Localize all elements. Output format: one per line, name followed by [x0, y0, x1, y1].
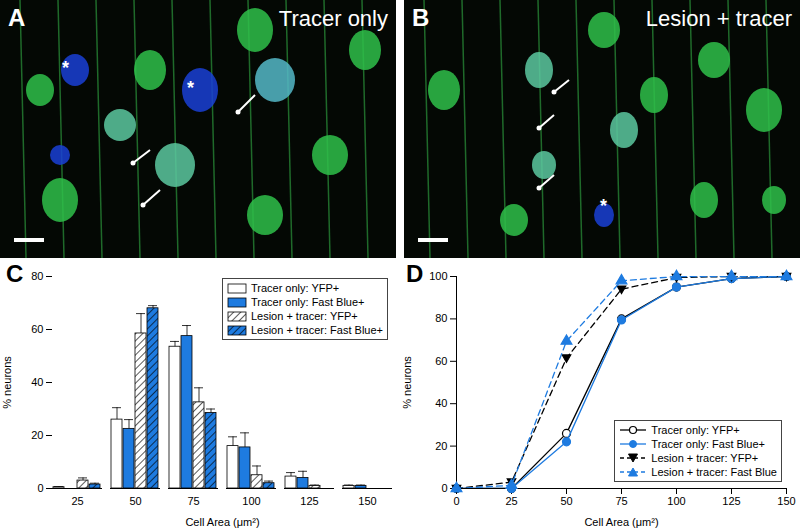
svg-text:80: 80 [435, 312, 447, 324]
svg-text:0: 0 [453, 495, 459, 507]
svg-text:100: 100 [429, 270, 447, 282]
svg-text:% neurons: % neurons [401, 356, 413, 409]
svg-text:40: 40 [31, 376, 43, 388]
svg-text:100: 100 [242, 495, 260, 507]
svg-text:100: 100 [667, 495, 685, 507]
html-text:D: D [406, 260, 424, 287]
svg-text:50: 50 [129, 495, 141, 507]
svg-text:40: 40 [435, 397, 447, 409]
svg-text:75: 75 [187, 495, 199, 507]
html-text:Tracer only: YFP+: Tracer only: YFP+ [250, 282, 340, 294]
svg-text:60: 60 [435, 355, 447, 367]
svg-text:Cell Area (μm²): Cell Area (μm²) [185, 516, 259, 528]
html-text:Lesion + tracer: YFP+: Lesion + tracer: YFP+ [651, 452, 759, 464]
svg-text:0: 0 [441, 482, 447, 494]
svg-text:% neurons: % neurons [1, 356, 13, 409]
svg-text:20: 20 [435, 440, 447, 452]
html-text:Lesion + tracer: Fast Blue: Lesion + tracer: Fast Blue [651, 466, 777, 478]
html-text:Lesion + tracer: YFP+: Lesion + tracer: YFP+ [250, 310, 358, 322]
svg-text:60: 60 [31, 323, 43, 335]
html-text:Tracer only: YFP+: Tracer only: YFP+ [651, 424, 740, 436]
html-text:A: A [8, 4, 26, 31]
svg-text:20: 20 [31, 429, 43, 441]
html-text:Lesion + tracer: Fast Blue+: Lesion + tracer: Fast Blue+ [250, 324, 383, 336]
svg-text:0: 0 [37, 482, 43, 494]
svg-text:80: 80 [31, 270, 43, 282]
html-text:Tracer only: Fast Blue+: Tracer only: Fast Blue+ [651, 438, 765, 450]
html-text:C: C [6, 260, 24, 287]
svg-text:50: 50 [560, 495, 572, 507]
svg-text:125: 125 [722, 495, 740, 507]
html-text:B: B [412, 4, 430, 31]
svg-text:25: 25 [71, 495, 83, 507]
svg-text:125: 125 [300, 495, 318, 507]
svg-text:25: 25 [505, 495, 517, 507]
html-text:Lesion + tracer: Lesion + tracer [645, 6, 792, 31]
svg-text:150: 150 [358, 495, 376, 507]
svg-text:Cell Area (μm²): Cell Area (μm²) [584, 516, 658, 528]
html-text:Tracer only: Tracer only [278, 6, 388, 31]
html-text:Tracer only: Fast Blue+: Tracer only: Fast Blue+ [250, 296, 365, 308]
svg-text:75: 75 [615, 495, 627, 507]
svg-text:150: 150 [777, 495, 795, 507]
